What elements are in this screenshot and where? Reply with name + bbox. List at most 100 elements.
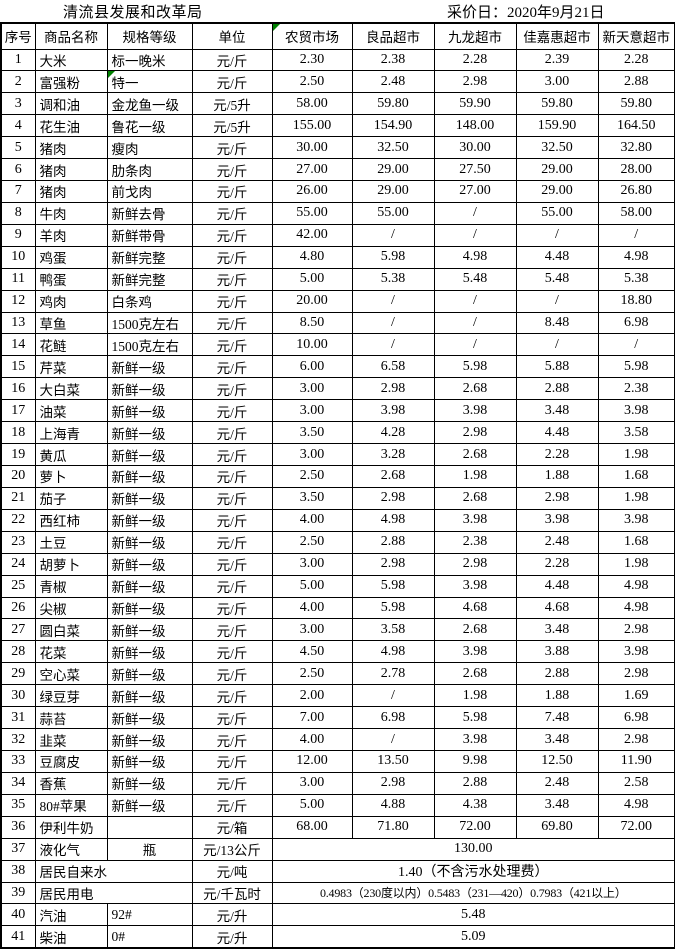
price-value: 5.98: [597, 355, 675, 379]
merged-price: 5.48: [271, 903, 675, 927]
product-spec: 新鲜一级: [106, 640, 193, 664]
column-header: 序号: [0, 22, 36, 50]
unit: 元/吨: [191, 859, 273, 883]
product-name: 鸡蛋: [34, 245, 108, 269]
price-value: /: [433, 311, 517, 335]
unit: 元/5升: [191, 92, 273, 116]
price-value: /: [351, 289, 435, 313]
price-value: 155.00: [271, 114, 353, 138]
price-value: /: [597, 333, 675, 357]
product-spec: 新鲜一级: [106, 465, 193, 488]
price-value: 3.00: [515, 70, 599, 94]
price-value: 3.00: [271, 771, 353, 795]
unit: 元/13公斤: [191, 837, 273, 861]
price-value: 4.00: [271, 596, 353, 620]
table-row: 16 大白菜 新鲜一级 元/斤 3.00 2.98 2.68 2.88 2.38: [0, 377, 675, 401]
price-value: 32.50: [515, 136, 599, 160]
product-name: 土豆: [34, 530, 108, 554]
price-value: 2.28: [515, 443, 599, 467]
unit: 元/斤: [191, 465, 273, 488]
price-value: 3.98: [433, 508, 517, 532]
product-name: 鸡肉: [34, 289, 108, 313]
product-spec: 92#: [106, 903, 193, 927]
price-value: 12.00: [271, 750, 353, 773]
price-value: 59.90: [433, 92, 517, 116]
unit: 元/斤: [191, 180, 273, 203]
product-name: 萝卜: [34, 465, 108, 488]
price-value: 59.80: [597, 92, 675, 116]
price-value: 3.98: [597, 508, 675, 532]
row-number: 10: [0, 245, 36, 269]
unit: 元/斤: [191, 421, 273, 445]
unit: 元/斤: [191, 771, 273, 795]
unit: 元/斤: [191, 530, 273, 554]
unit: 元/斤: [191, 377, 273, 401]
product-spec: 前戈肉: [106, 180, 193, 203]
table-row: 6 猪肉 肋条肉 元/斤 27.00 29.00 27.50 29.00 28.00: [0, 158, 675, 182]
table-row: 12 鸡肉 白条鸡 元/斤 20.00///18.80: [0, 289, 675, 313]
price-value: 3.00: [271, 399, 353, 423]
table-row: 15 芹菜 新鲜一级 元/斤 6.00 6.58 5.98 5.88 5.98: [0, 355, 675, 379]
product-name: 汽油: [34, 903, 108, 927]
price-value: 1.98: [597, 486, 675, 510]
price-value: 2.98: [597, 618, 675, 642]
price-value: 164.50: [597, 114, 675, 138]
unit: 元/升: [191, 925, 273, 949]
price-value: 2.98: [351, 486, 435, 510]
price-value: 42.00: [271, 223, 353, 247]
row-number: 15: [0, 355, 36, 379]
price-value: 2.30: [271, 48, 353, 72]
table-row: 35 80#苹果 新鲜一级 元/斤 5.00 4.88 4.38 3.48 4.98: [0, 793, 675, 817]
row-number: 17: [0, 399, 36, 423]
price-value: 1.88: [515, 684, 599, 708]
table-row: 5 猪肉 瘦肉 元/斤 30.00 32.50 30.00 32.50 32.80: [0, 136, 675, 160]
price-value: 5.48: [433, 267, 517, 291]
price-value: 2.58: [597, 771, 675, 795]
product-spec: 新鲜一级: [106, 552, 193, 576]
product-spec: 瓶: [106, 837, 193, 861]
price-value: 2.98: [597, 662, 675, 686]
row-number: 35: [0, 793, 36, 817]
product-spec: 新鲜一级: [106, 486, 193, 510]
price-value: 2.68: [433, 618, 517, 642]
price-value: 1.68: [597, 530, 675, 554]
price-value: 2.48: [351, 70, 435, 94]
row-number: 36: [0, 815, 36, 839]
product-spec: 1500克左右: [106, 311, 193, 335]
price-value: 58.00: [271, 92, 353, 116]
unit: 元/斤: [191, 508, 273, 532]
price-value: 5.88: [515, 355, 599, 379]
price-value: 2.38: [433, 530, 517, 554]
price-date: 采价日：2020年9月21日: [447, 5, 605, 21]
price-value: 5.00: [271, 574, 353, 598]
price-value: 1.98: [597, 552, 675, 576]
table-row: 26 尖椒 新鲜一级 元/斤 4.00 5.98 4.68 4.68 4.98: [0, 596, 675, 620]
price-value: 4.68: [515, 596, 599, 620]
price-value: 55.00: [351, 201, 435, 225]
table-row: 28 花菜 新鲜一级 元/斤 4.50 4.98 3.98 3.88 3.98: [0, 640, 675, 664]
table-row: 14 花鲢 1500克左右 元/斤 10.00// / /: [0, 333, 675, 357]
price-value: 3.48: [515, 793, 599, 817]
table-row: 7 猪肉 前戈肉 元/斤 26.00 29.00 27.00 29.00 26.80: [0, 180, 675, 203]
price-value: 27.00: [433, 180, 517, 203]
unit: 元/斤: [191, 443, 273, 467]
product-name: 青椒: [34, 574, 108, 598]
row-number: 41: [0, 925, 36, 949]
price-value: 5.00: [271, 793, 353, 817]
price-value: 4.48: [515, 574, 599, 598]
unit: 元/斤: [191, 399, 273, 423]
row-number: 27: [0, 618, 36, 642]
unit: 元/斤: [191, 750, 273, 773]
product-name: 上海青: [34, 421, 108, 445]
price-value: /: [351, 728, 435, 751]
price-value: 154.90: [351, 114, 435, 138]
price-value: 3.28: [351, 443, 435, 467]
price-value: 148.00: [433, 114, 517, 138]
product-name: 猪肉: [34, 158, 108, 182]
price-value: 2.88: [515, 377, 599, 401]
row-number: 4: [0, 114, 36, 138]
price-value: 3.48: [515, 618, 599, 642]
row-number: 32: [0, 728, 36, 751]
price-value: 2.88: [433, 771, 517, 795]
table-row: 10 鸡蛋 新鲜完整 元/斤 4.80 5.98 4.98 4.48 4.98: [0, 245, 675, 269]
